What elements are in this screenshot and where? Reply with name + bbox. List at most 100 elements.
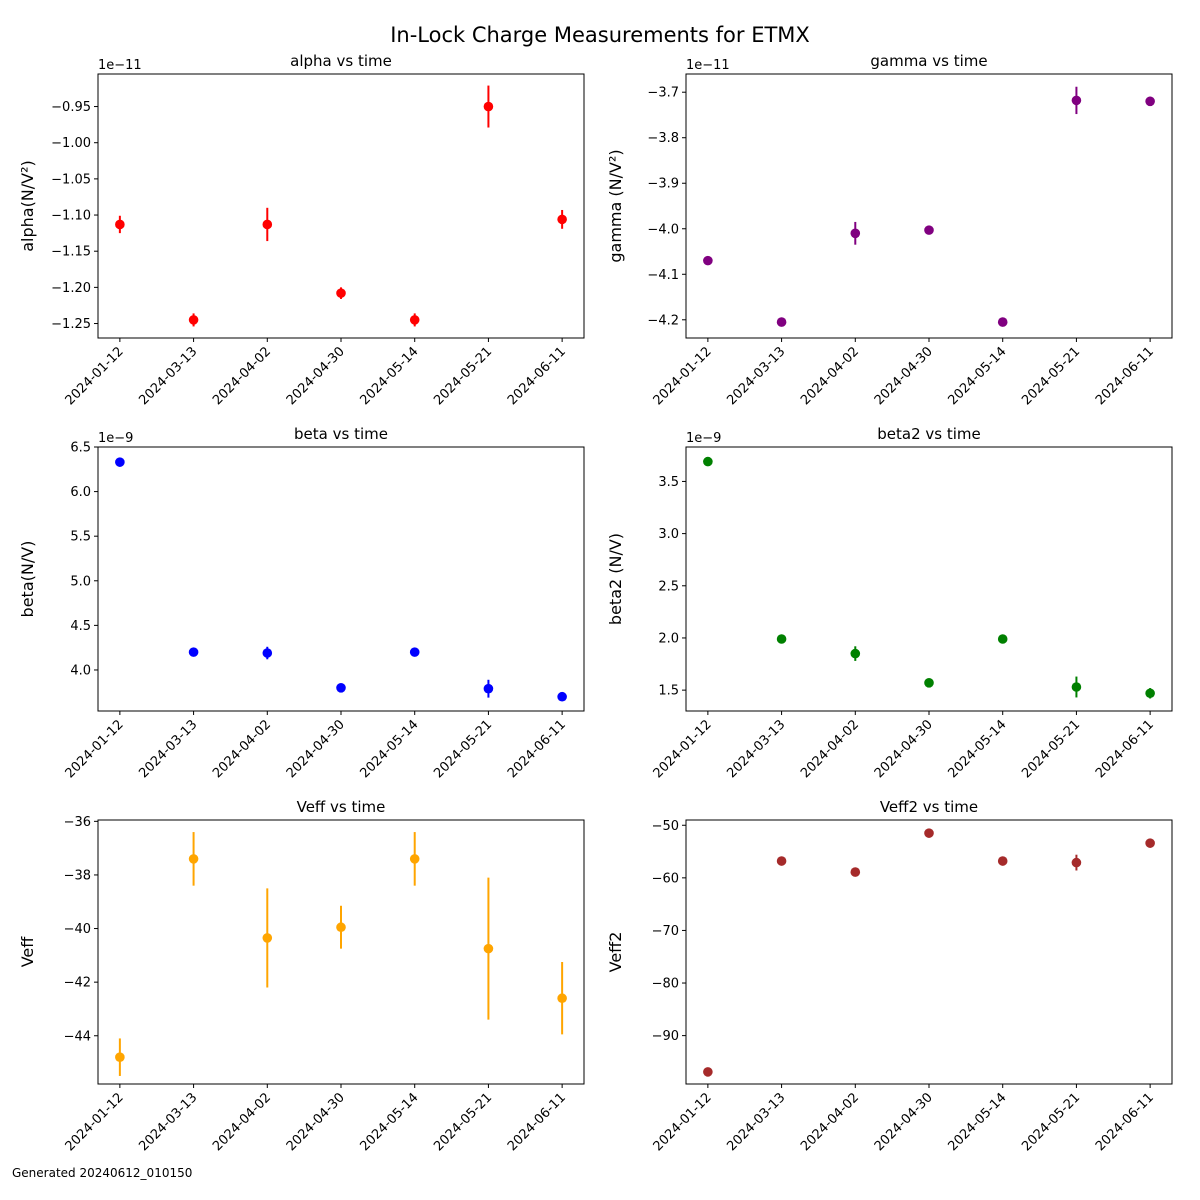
y-tick-label: 6.0 xyxy=(70,485,91,500)
subplot-title: Veff2 vs time xyxy=(880,798,978,816)
x-tick-label: 2024-05-21 xyxy=(431,1090,495,1154)
x-tick-label: 2024-05-14 xyxy=(358,344,422,408)
data-point xyxy=(924,828,934,838)
y-tick-label: −60 xyxy=(652,871,679,886)
x-tick-label: 2024-05-21 xyxy=(1019,1090,1083,1154)
subplot-title: gamma vs time xyxy=(870,52,987,70)
x-tick-label: 2024-05-14 xyxy=(358,1090,422,1154)
plot-frame xyxy=(97,446,585,712)
x-tick-label: 2024-06-11 xyxy=(505,717,569,781)
y-axis-label: gamma (N/V²) xyxy=(606,149,625,262)
data-point xyxy=(262,648,273,658)
data-point xyxy=(776,856,787,866)
data-point xyxy=(1071,857,1082,868)
x-tick-label: 2024-03-13 xyxy=(136,717,200,781)
y-tick-label: −3.7 xyxy=(647,86,679,101)
data-point xyxy=(850,228,861,239)
y-tick-label: 2.0 xyxy=(658,631,679,646)
y-tick-label: 5.0 xyxy=(70,574,91,589)
data-point xyxy=(483,943,494,954)
x-tick-label: 2024-05-14 xyxy=(358,717,422,781)
subplot-1: alpha vs time 1e−11 −1.25 −1.20 −1.15 −1.10 −1… xyxy=(18,52,585,408)
x-tick-label: 2024-04-02 xyxy=(210,344,274,408)
x-tick-label: 2024-05-14 xyxy=(946,344,1010,408)
data-point xyxy=(557,691,567,702)
y-tick-label: −36 xyxy=(64,815,91,830)
data-point xyxy=(1145,96,1155,107)
data-point xyxy=(115,457,125,467)
data-point xyxy=(336,922,346,933)
subplot-title: beta vs time xyxy=(294,425,388,443)
y-tick-label: 1.5 xyxy=(658,684,679,699)
x-tick-label: 2024-01-12 xyxy=(651,717,715,781)
x-tick-label: 2024-06-11 xyxy=(1093,1090,1157,1154)
x-tick-label: 2024-05-21 xyxy=(431,344,495,408)
x-tick-label: 2024-01-12 xyxy=(651,1090,715,1154)
data-point xyxy=(1145,838,1155,848)
data-point xyxy=(703,1067,713,1077)
data-point xyxy=(703,456,713,467)
data-point xyxy=(188,647,199,657)
y-tick-label: 5.5 xyxy=(70,530,91,545)
x-tick-label: 2024-06-11 xyxy=(1093,717,1157,781)
y-tick-label: −3.8 xyxy=(647,131,679,146)
subplot-title: alpha vs time xyxy=(290,52,392,70)
x-tick-label: 2024-06-11 xyxy=(1093,344,1157,408)
axis-offset-label: 1e−11 xyxy=(686,58,730,73)
y-axis-label: Veff2 xyxy=(606,932,625,973)
x-tick-label: 2024-05-14 xyxy=(946,1090,1010,1154)
x-tick-label: 2024-05-21 xyxy=(431,717,495,781)
data-point xyxy=(997,856,1008,866)
data-point xyxy=(336,288,346,298)
data-point xyxy=(924,678,934,688)
data-point xyxy=(776,634,787,644)
x-tick-label: 2024-04-30 xyxy=(872,1090,936,1154)
data-point xyxy=(483,101,494,112)
data-point xyxy=(188,315,199,325)
y-tick-label: 2.5 xyxy=(658,579,679,594)
plot-frame xyxy=(685,819,1173,1085)
y-tick-label: −1.15 xyxy=(51,245,91,260)
data-point xyxy=(997,317,1008,327)
plot-frame xyxy=(685,73,1173,339)
subplot-4: beta2 vs time 1e−9 1.5 2.0 2.5 3.0 3.5 2024-01-… xyxy=(606,425,1173,781)
y-tick-label: −1.25 xyxy=(51,317,91,332)
x-tick-label: 2024-04-02 xyxy=(798,1090,862,1154)
data-point xyxy=(850,867,861,877)
data-point xyxy=(336,683,346,693)
plot-frame xyxy=(685,446,1173,712)
y-tick-label: −40 xyxy=(64,922,91,937)
y-tick-label: −70 xyxy=(652,924,679,939)
x-tick-label: 2024-06-11 xyxy=(505,344,569,408)
y-tick-label: −80 xyxy=(652,977,679,992)
y-tick-label: −50 xyxy=(652,819,679,834)
x-tick-label: 2024-03-13 xyxy=(724,1090,788,1154)
subplot-title: beta2 vs time xyxy=(877,425,980,443)
data-point xyxy=(776,317,787,327)
x-tick-label: 2024-06-11 xyxy=(505,1090,569,1154)
y-tick-label: −3.9 xyxy=(647,177,679,192)
x-tick-label: 2024-01-12 xyxy=(651,344,715,408)
subplot-2: gamma vs time 1e−11 −4.2 −4.1 −4.0 −3.9 −3.8 −3… xyxy=(606,52,1173,408)
plot-frame xyxy=(97,73,585,339)
x-tick-label: 2024-04-30 xyxy=(284,1090,348,1154)
y-tick-label: 4.0 xyxy=(70,663,91,678)
y-tick-label: −1.20 xyxy=(51,281,91,296)
data-point xyxy=(924,225,934,235)
data-point xyxy=(262,219,273,230)
axis-offset-label: 1e−9 xyxy=(98,431,133,446)
data-point xyxy=(262,933,273,943)
data-point xyxy=(557,214,567,225)
data-point xyxy=(483,683,494,694)
y-axis-label: alpha(N/V²) xyxy=(18,160,37,252)
data-point xyxy=(1071,682,1082,692)
generated-footer: Generated 20240612_010150 xyxy=(12,1166,192,1180)
x-tick-label: 2024-04-30 xyxy=(284,717,348,781)
figure-title: In-Lock Charge Measurements for ETMX xyxy=(390,23,810,47)
axis-offset-label: 1e−11 xyxy=(98,58,142,73)
data-point xyxy=(1145,688,1155,699)
x-tick-label: 2024-01-12 xyxy=(63,1090,127,1154)
y-tick-label: −1.05 xyxy=(51,172,91,187)
